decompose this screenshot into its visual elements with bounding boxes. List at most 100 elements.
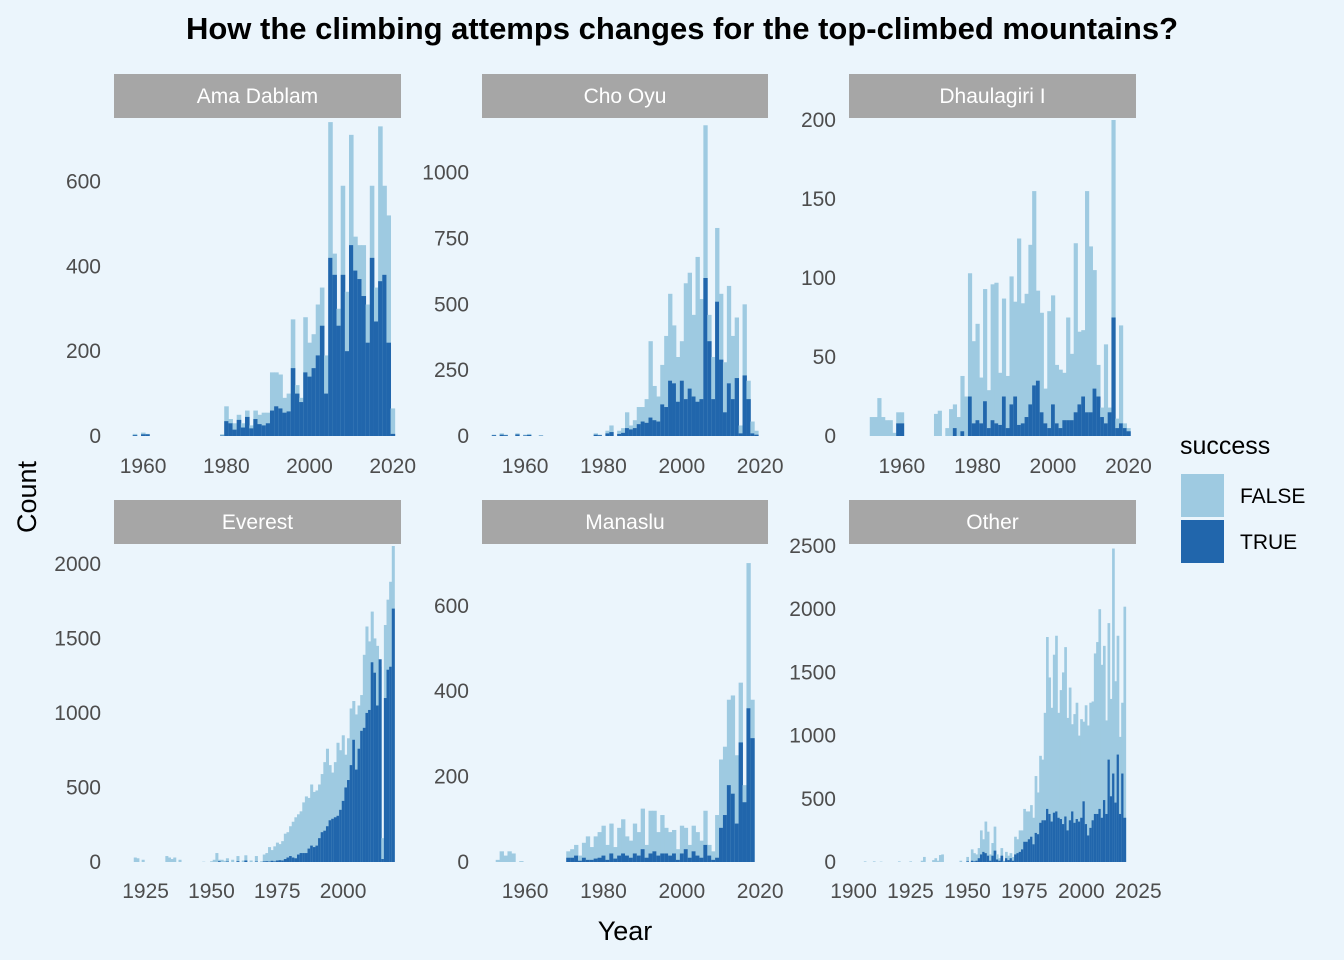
facet-strip <box>849 74 1136 118</box>
bar-false <box>581 842 587 862</box>
x-tick-label: 2025 <box>1115 880 1162 903</box>
bar-true <box>310 845 314 862</box>
bar-true <box>979 423 984 436</box>
facet-strip-label: Manaslu <box>585 511 664 534</box>
bar-false <box>249 860 253 862</box>
bar-true <box>145 434 150 436</box>
bar-true <box>275 860 279 862</box>
bar-false <box>323 762 327 862</box>
bar-false <box>1093 653 1097 862</box>
bar-true <box>605 859 610 862</box>
y-tick-label: 0 <box>457 425 469 448</box>
panel-everest: Everest 0 500 1000 1500 2000 1925 1950 1975 2000 <box>54 500 401 903</box>
bar-true <box>1061 824 1065 862</box>
bar-true <box>683 849 689 862</box>
bar-true <box>1054 423 1059 436</box>
bar-false <box>1034 776 1038 862</box>
bar-false <box>1009 853 1013 862</box>
bar-true <box>318 838 322 862</box>
bar-true <box>1046 808 1049 862</box>
bar-true <box>386 669 390 862</box>
bar-false <box>621 428 626 436</box>
bar-true <box>1091 820 1095 862</box>
bar-true <box>687 388 693 436</box>
bar-true <box>1077 821 1081 862</box>
bar-false <box>507 851 512 862</box>
bar-true <box>979 854 983 862</box>
bar-true <box>973 861 976 862</box>
facet-strip-label: Cho Oyu <box>584 85 667 108</box>
bar-true <box>990 420 995 436</box>
bar-true <box>352 739 356 862</box>
x-tick-label: 2020 <box>737 455 784 478</box>
bar-false <box>863 861 867 862</box>
bar-true <box>1000 855 1004 862</box>
y-tick-label: 1000 <box>789 725 836 748</box>
bar-false <box>1069 353 1075 436</box>
bar-false <box>286 832 290 862</box>
bar-true <box>726 383 732 436</box>
bar-true <box>1085 412 1090 436</box>
bar-true <box>286 411 292 436</box>
bar-false <box>328 765 332 862</box>
bar-false <box>617 827 622 862</box>
bar-false <box>283 833 287 862</box>
bar-true <box>1036 834 1040 862</box>
bar-false <box>983 289 988 436</box>
bar-false <box>897 861 901 862</box>
y-tick-label: 2000 <box>54 553 101 576</box>
bar-false <box>1013 301 1018 436</box>
facet-strip-label: Other <box>966 511 1019 534</box>
bar-false <box>1051 295 1056 436</box>
bar-true <box>1052 812 1056 862</box>
bar-true <box>1126 431 1131 436</box>
bar-false <box>1030 805 1033 862</box>
bar-false <box>909 861 913 862</box>
y-tick-label: 500 <box>434 293 469 316</box>
bar-false <box>687 272 693 436</box>
bar-false <box>386 215 392 436</box>
bar-false <box>1061 672 1065 862</box>
bar-false <box>331 772 335 862</box>
y-tick-label: 200 <box>66 340 101 363</box>
bar-false <box>291 821 295 862</box>
bar-false <box>967 273 973 436</box>
bar-false <box>956 417 961 436</box>
bar-false <box>593 836 598 862</box>
bar-true <box>1077 404 1082 436</box>
bar-true <box>966 861 969 862</box>
bar-true <box>299 402 304 436</box>
facet-strip-label: Ama Dablam <box>197 85 318 108</box>
bar-false <box>648 341 653 436</box>
bar-true <box>349 765 353 862</box>
y-axis-title: Count <box>12 460 42 533</box>
panel-ama-dablam: Ama Dablam 0 200 400 600 1960 1980 2000 2020 <box>66 74 416 478</box>
bar-true <box>253 419 258 436</box>
bar-true <box>365 712 369 862</box>
bar-false <box>979 830 983 862</box>
bar-true <box>695 855 700 862</box>
bar-true <box>315 355 321 436</box>
bar-true <box>715 301 720 436</box>
bar-false <box>707 844 712 862</box>
bar-true <box>1013 396 1018 436</box>
bar-true <box>1062 420 1067 436</box>
x-tick-label: 1975 <box>1001 880 1048 903</box>
bar-false <box>1085 191 1090 436</box>
bar-true <box>1005 858 1008 862</box>
bar-false <box>934 858 938 862</box>
bar-false <box>1084 705 1088 862</box>
bar-true <box>289 856 293 862</box>
x-tick-label: 2020 <box>737 880 784 903</box>
y-tick-label: 1000 <box>54 702 101 725</box>
bar-true <box>1043 423 1048 436</box>
bar-true <box>340 274 346 436</box>
bar-false <box>566 851 571 862</box>
bar-true <box>1035 380 1041 436</box>
bar-true <box>1020 423 1025 436</box>
bar-true <box>1075 819 1079 862</box>
bar-true <box>1116 754 1120 862</box>
bar-true <box>609 432 614 436</box>
bar-true <box>566 857 571 862</box>
